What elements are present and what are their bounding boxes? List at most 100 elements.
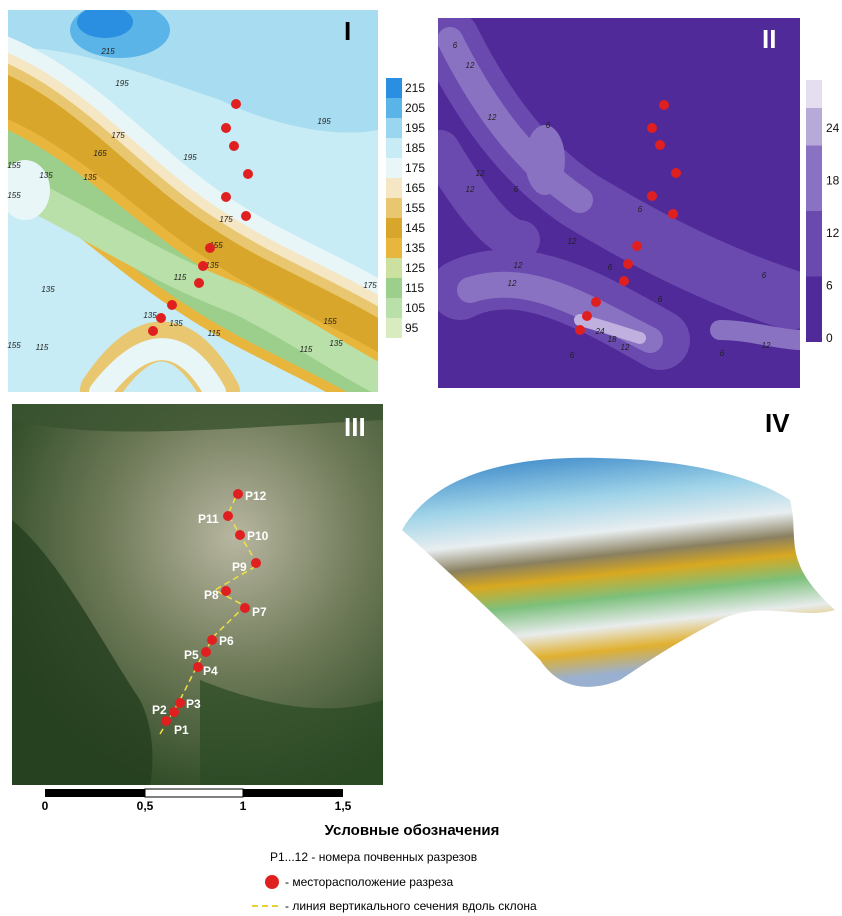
- point-label: P12: [245, 489, 267, 503]
- contour-labels-i-part: 155: [7, 191, 21, 200]
- contour-labels-ii-part: 6: [570, 351, 575, 360]
- contour-labels-ii-part: 6: [762, 271, 767, 280]
- colorbar-swatch: [386, 158, 402, 178]
- scale-bar-part: [243, 789, 343, 797]
- contour-labels-i-part: 155: [7, 341, 21, 350]
- red-dot: [205, 243, 215, 253]
- red-dot: [167, 300, 177, 310]
- soil-point: [207, 635, 217, 645]
- contour-labels-ii-part: 12: [514, 261, 523, 270]
- point-label: P5: [184, 648, 199, 662]
- contour-labels-i-part: 195: [183, 153, 197, 162]
- red-dot: [582, 311, 592, 321]
- colorbar-label: 145: [405, 221, 425, 235]
- contour-labels-ii-part: 12: [568, 237, 577, 246]
- soil-point: [233, 489, 243, 499]
- red-dot: [156, 313, 166, 323]
- red-dot: [221, 192, 231, 202]
- red-dot: [655, 140, 665, 150]
- colorbar-label: 165: [405, 181, 425, 195]
- colorbar-label: 18: [826, 174, 840, 188]
- soil-point: [161, 716, 171, 726]
- contour-labels-i-part: 175: [219, 215, 233, 224]
- point-label: P7: [252, 605, 267, 619]
- colorbar-label: 24: [826, 121, 840, 135]
- legend-item: - линия вертикального сечения вдоль скло…: [285, 899, 537, 913]
- contour-labels-ii-part: 6: [514, 185, 519, 194]
- colorbar-label: 185: [405, 141, 425, 155]
- colorbar-label: 135: [405, 241, 425, 255]
- contour-labels-ii-part: 12: [476, 169, 485, 178]
- map-ii-part: [525, 125, 565, 195]
- contour-labels-i-part: 135: [169, 319, 183, 328]
- contour-labels-i-part: 195: [317, 117, 331, 126]
- red-dot: [591, 297, 601, 307]
- contour-labels-i-part: 115: [174, 273, 187, 282]
- red-dot: [198, 261, 208, 271]
- contour-labels-ii-part: 6: [453, 41, 458, 50]
- soil-point: [240, 603, 250, 613]
- point-label: P10: [247, 529, 269, 543]
- point-label: P9: [232, 560, 247, 574]
- legend-item: - месторасположение разреза: [285, 875, 454, 889]
- contour-labels-i-part: 215: [100, 47, 115, 56]
- scale-label: 1,5: [335, 799, 352, 813]
- colorbar-swatch: [386, 178, 402, 198]
- scale-bar: 00,511,5: [42, 789, 352, 813]
- surface-3d: [402, 458, 835, 687]
- contour-labels-i-part: 165: [93, 149, 107, 158]
- colorbar-swatch: [806, 211, 822, 277]
- colorbar-swatch: [386, 258, 402, 278]
- red-dot: [659, 100, 669, 110]
- colorbar-ii: 24181260: [806, 80, 840, 345]
- contour-labels-i-part: 115: [208, 329, 221, 338]
- point-label: P8: [204, 588, 219, 602]
- contour-labels-ii-part: 18: [608, 335, 617, 344]
- colorbar-label: 125: [405, 261, 425, 275]
- point-label: P4: [203, 664, 218, 678]
- soil-point: [223, 511, 233, 521]
- contour-labels-i-part: 155: [7, 161, 21, 170]
- contour-labels-i-part: 195: [115, 79, 129, 88]
- colorbar-swatch: [386, 238, 402, 258]
- point-label: P6: [219, 634, 234, 648]
- legend-title: Условные обозначения: [325, 822, 500, 839]
- contour-labels-i-part: 115: [300, 345, 313, 354]
- contour-labels-ii-part: 6: [608, 263, 613, 272]
- red-dot: [647, 191, 657, 201]
- red-dot: [243, 169, 253, 179]
- colorbar-swatch: [386, 218, 402, 238]
- scale-bar-part: [45, 789, 145, 797]
- contour-labels-i-part: 135: [143, 311, 157, 320]
- point-label: P3: [186, 697, 201, 711]
- colorbar-label: 205: [405, 101, 425, 115]
- colorbar-swatch: [386, 138, 402, 158]
- contour-labels-ii-part: 6: [720, 349, 725, 358]
- soil-point: [235, 530, 245, 540]
- contour-labels-ii-part: 12: [621, 343, 630, 352]
- scale-bar-part: [145, 789, 243, 797]
- map-ii: [438, 18, 800, 388]
- colorbar-swatch: [386, 278, 402, 298]
- contour-labels-ii-part: 12: [488, 113, 497, 122]
- colorbar-swatch: [386, 118, 402, 138]
- soil-point: [251, 558, 261, 568]
- point-label: P11: [198, 512, 219, 526]
- scale-label: 0,5: [137, 799, 154, 813]
- panel-label: IV: [765, 408, 790, 438]
- red-dot: [148, 326, 158, 336]
- point-label: P2: [152, 703, 167, 717]
- colorbar-label: 6: [826, 279, 833, 293]
- contour-labels-i-part: 135: [83, 173, 97, 182]
- red-dot: [231, 99, 241, 109]
- contour-labels-ii-part: 12: [508, 279, 517, 288]
- contour-labels-ii-part: 24: [595, 327, 605, 336]
- colorbar-swatch: [386, 198, 402, 218]
- colorbar-swatch: [806, 80, 822, 108]
- red-dot: [575, 325, 585, 335]
- panel-label: I: [344, 16, 351, 46]
- colorbar-label: 215: [405, 81, 425, 95]
- colorbar-label: 115: [405, 281, 424, 295]
- figure: 215195 195195 175175 165155 135155 13515…: [0, 0, 842, 916]
